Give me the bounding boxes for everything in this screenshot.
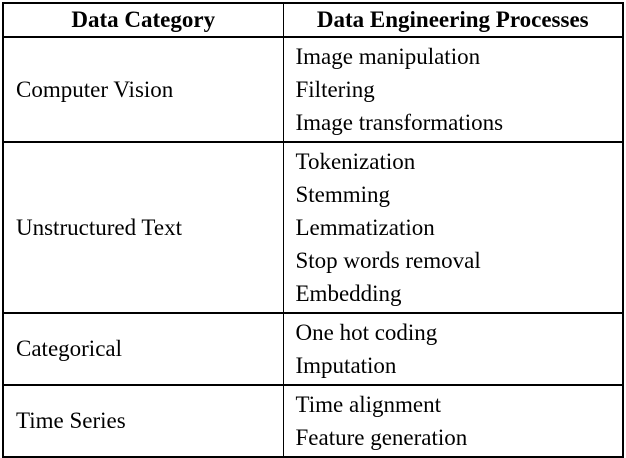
process-item: Stop words removal	[295, 248, 481, 273]
processes-cell: Time alignment Feature generation	[282, 384, 624, 458]
process-item: Feature generation	[295, 425, 468, 450]
header-row: Data Category Data Engineering Processes	[2, 2, 624, 38]
processes-cell: Tokenization Stemming Lemmatization Stop…	[282, 141, 624, 314]
process-item: Stemming	[295, 182, 391, 207]
process-item: Embedding	[295, 281, 402, 306]
header-data-engineering-processes: Data Engineering Processes	[282, 2, 624, 38]
processes-cell: Image manipulation Filtering Image trans…	[282, 36, 624, 143]
process-item: Imputation	[295, 353, 397, 378]
process-item: Tokenization	[295, 149, 416, 174]
category-cell: Unstructured Text	[2, 141, 284, 314]
process-item: Filtering	[295, 77, 375, 102]
table-row-computer-vision: Computer Vision Image manipulation Filte…	[2, 36, 624, 143]
table-row-time-series: Time Series Time alignment Feature gener…	[2, 384, 624, 458]
process-item: Lemmatization	[295, 215, 435, 240]
process-item: One hot coding	[295, 320, 438, 345]
process-item: Time alignment	[295, 392, 441, 417]
category-cell: Computer Vision	[2, 36, 284, 143]
category-cell: Categorical	[2, 312, 284, 386]
table-row-categorical: Categorical One hot coding Imputation	[2, 312, 624, 386]
header-data-category: Data Category	[2, 2, 284, 38]
table-row-unstructured-text: Unstructured Text Tokenization Stemming …	[2, 141, 624, 314]
category-cell: Time Series	[2, 384, 284, 458]
process-item: Image transformations	[295, 110, 504, 135]
processes-cell: One hot coding Imputation	[282, 312, 624, 386]
process-item: Image manipulation	[295, 44, 481, 69]
